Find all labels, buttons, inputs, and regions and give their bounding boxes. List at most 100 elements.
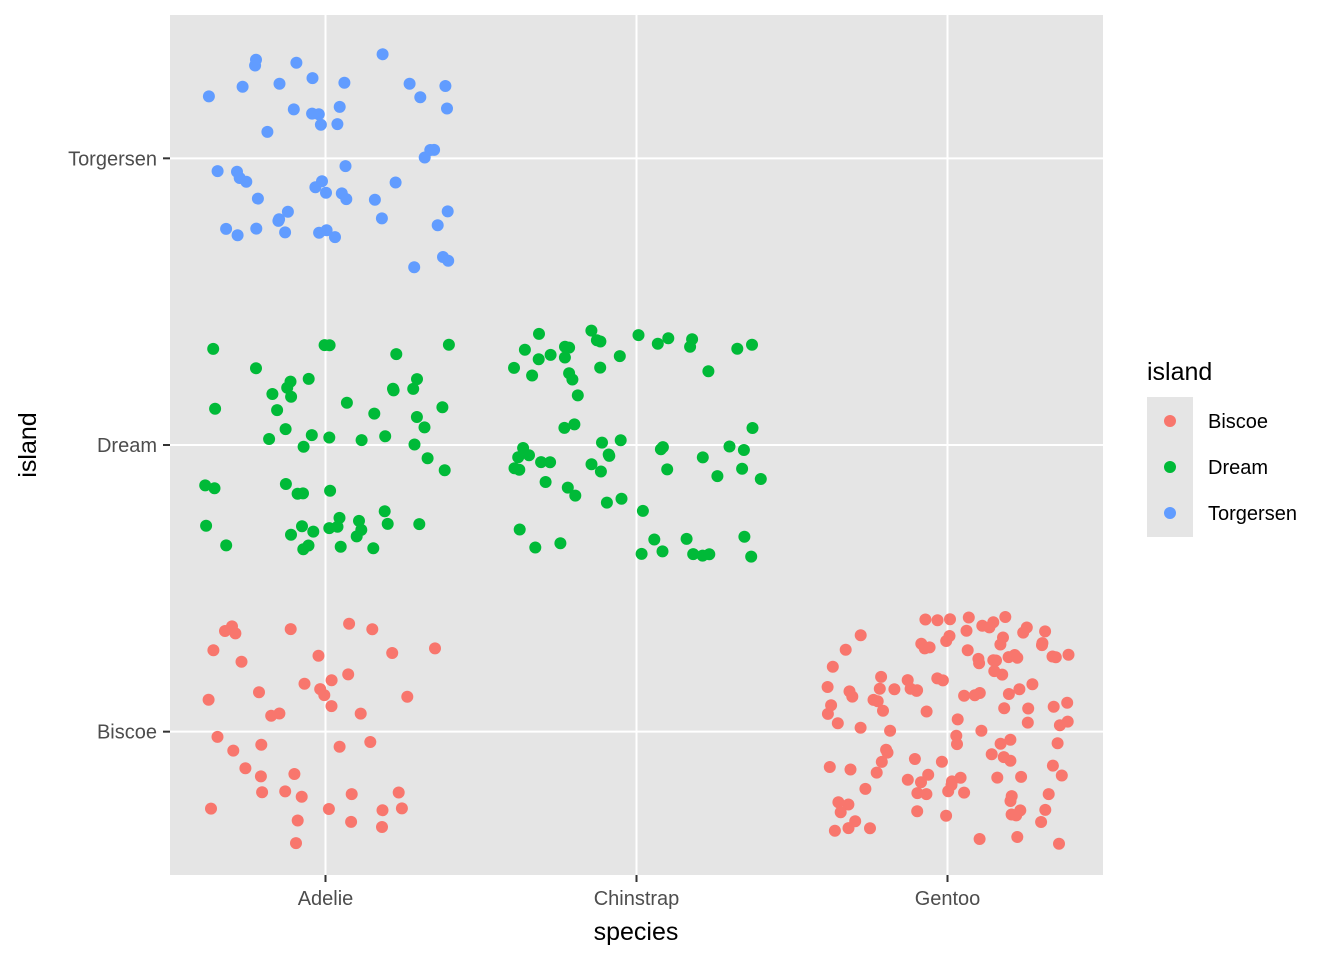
point-adelie-torgersen	[375, 212, 388, 225]
point-chinstrap-dream	[554, 537, 567, 550]
point-gentoo-biscoe	[1015, 770, 1028, 783]
point-gentoo-biscoe	[859, 782, 872, 795]
point-chinstrap-dream	[569, 489, 582, 502]
point-adelie-biscoe	[279, 785, 292, 798]
point-adelie-biscoe	[265, 709, 278, 722]
point-adelie-biscoe	[253, 686, 265, 699]
legend-key-biscoe	[1164, 415, 1176, 427]
point-gentoo-biscoe	[1002, 688, 1015, 700]
point-gentoo-biscoe	[945, 779, 958, 791]
point-adelie-dream	[340, 396, 353, 409]
point-chinstrap-dream	[731, 342, 744, 355]
point-gentoo-biscoe	[1039, 625, 1052, 638]
point-adelie-biscoe	[345, 815, 358, 828]
point-chinstrap-dream	[738, 530, 751, 543]
point-chinstrap-dream	[559, 340, 571, 353]
point-adelie-torgersen	[309, 181, 322, 194]
point-chinstrap-dream	[508, 462, 521, 475]
point-adelie-biscoe	[288, 768, 301, 780]
y-tick-label: Biscoe	[97, 722, 157, 744]
point-gentoo-biscoe	[961, 644, 974, 657]
point-chinstrap-dream	[745, 550, 758, 563]
data-points	[199, 48, 1075, 850]
point-adelie-torgersen	[428, 143, 441, 156]
point-gentoo-biscoe	[1047, 700, 1060, 713]
point-chinstrap-dream	[711, 470, 724, 483]
point-chinstrap-dream	[508, 361, 520, 374]
point-adelie-dream	[220, 539, 233, 552]
point-adelie-biscoe	[312, 649, 325, 662]
point-adelie-biscoe	[239, 762, 252, 775]
point-gentoo-biscoe	[834, 806, 847, 819]
point-adelie-torgersen	[240, 175, 253, 188]
point-chinstrap-dream	[635, 547, 648, 560]
point-gentoo-biscoe	[983, 621, 996, 634]
point-adelie-biscoe	[376, 804, 389, 817]
point-adelie-torgersen	[250, 222, 263, 235]
point-gentoo-biscoe	[870, 766, 883, 779]
legend: island Biscoe Dream Torgersen	[1147, 358, 1297, 537]
point-adelie-biscoe	[376, 821, 388, 833]
point-chinstrap-dream	[603, 449, 616, 462]
point-adelie-torgersen	[338, 76, 351, 89]
point-gentoo-biscoe	[1035, 816, 1048, 828]
point-adelie-biscoe	[235, 655, 248, 668]
point-adelie-torgersen	[340, 193, 353, 206]
point-chinstrap-dream	[526, 369, 539, 382]
point-gentoo-biscoe	[1055, 769, 1068, 782]
point-adelie-dream	[279, 423, 292, 436]
point-adelie-torgersen	[437, 251, 449, 263]
point-adelie-dream	[379, 430, 392, 443]
point-gentoo-biscoe	[1046, 759, 1059, 772]
point-gentoo-biscoe	[1013, 683, 1026, 696]
point-chinstrap-dream	[654, 443, 667, 456]
point-adelie-dream	[367, 542, 380, 555]
point-adelie-torgersen	[231, 229, 244, 242]
point-chinstrap-dream	[571, 389, 584, 402]
point-chinstrap-dream	[513, 523, 526, 536]
point-adelie-dream	[355, 434, 368, 447]
point-gentoo-biscoe	[884, 724, 897, 737]
point-gentoo-biscoe	[828, 824, 841, 837]
point-gentoo-biscoe	[910, 684, 923, 697]
point-gentoo-biscoe	[960, 624, 973, 637]
point-adelie-biscoe	[298, 677, 311, 690]
point-chinstrap-dream	[566, 373, 579, 386]
point-chinstrap-dream	[656, 545, 669, 558]
point-adelie-biscoe	[219, 625, 231, 637]
point-chinstrap-dream	[558, 351, 571, 364]
point-gentoo-biscoe	[990, 654, 1002, 667]
point-chinstrap-dream	[754, 473, 767, 485]
point-adelie-torgersen	[333, 100, 346, 113]
point-gentoo-biscoe	[1021, 716, 1034, 729]
point-adelie-dream	[323, 431, 336, 444]
axes: Adelie Chinstrap Gentoo Biscoe Dream Torgerse…	[68, 148, 980, 910]
point-gentoo-biscoe	[1022, 702, 1035, 715]
legend-label-dream: Dream	[1208, 457, 1268, 479]
point-gentoo-biscoe	[931, 614, 944, 627]
point-adelie-torgersen	[273, 77, 286, 90]
point-adelie-torgersen	[431, 219, 444, 232]
point-gentoo-biscoe	[875, 755, 888, 768]
point-adelie-dream	[291, 487, 304, 500]
point-chinstrap-dream	[632, 329, 645, 342]
point-gentoo-biscoe	[968, 689, 981, 702]
point-adelie-biscoe	[211, 730, 224, 743]
point-gentoo-biscoe	[911, 787, 924, 800]
point-adelie-torgersen	[441, 205, 454, 218]
point-adelie-biscoe	[325, 674, 338, 687]
point-gentoo-biscoe	[920, 705, 933, 718]
point-gentoo-biscoe	[831, 717, 844, 730]
point-adelie-dream	[208, 482, 221, 495]
point-adelie-torgersen	[331, 118, 344, 131]
point-chinstrap-dream	[737, 444, 750, 456]
point-adelie-torgersen	[236, 80, 249, 93]
point-adelie-torgersen	[202, 90, 215, 103]
legend-key-torgersen	[1164, 507, 1176, 519]
point-chinstrap-dream	[615, 492, 628, 505]
point-chinstrap-dream	[568, 418, 581, 431]
point-chinstrap-dream	[746, 422, 759, 434]
point-adelie-biscoe	[354, 707, 367, 720]
point-gentoo-biscoe	[923, 641, 936, 654]
point-chinstrap-dream	[594, 465, 607, 478]
